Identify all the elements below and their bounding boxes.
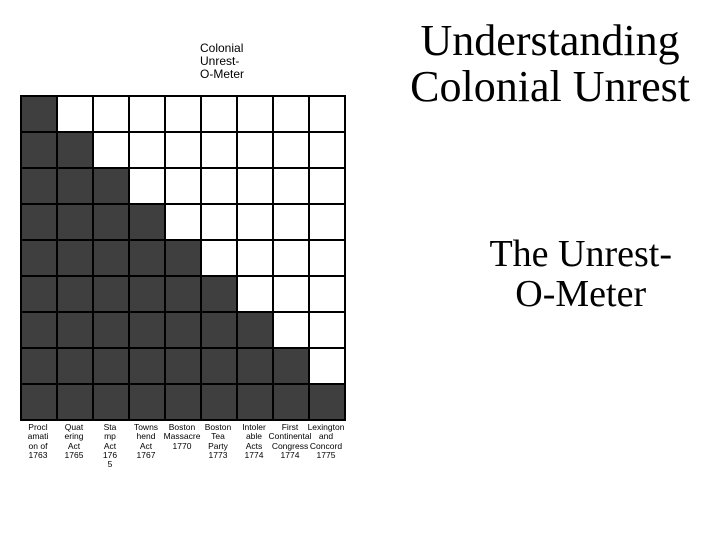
chart-cell bbox=[57, 96, 93, 132]
x-axis-label: First Continental Congress 1774 bbox=[272, 423, 308, 470]
chart-grid bbox=[20, 95, 346, 421]
chart-cell bbox=[57, 276, 93, 312]
chart-cell bbox=[165, 276, 201, 312]
chart-cell bbox=[309, 240, 345, 276]
chart-cell bbox=[21, 132, 57, 168]
chart-cell bbox=[21, 204, 57, 240]
slide-subtitle: The Unrest- O-Meter bbox=[489, 235, 672, 315]
chart-cell bbox=[237, 132, 273, 168]
chart-cell bbox=[273, 96, 309, 132]
chart-cell bbox=[129, 168, 165, 204]
chart-cell bbox=[201, 276, 237, 312]
chart-cell bbox=[21, 96, 57, 132]
chart-cell bbox=[273, 348, 309, 384]
chart-cell bbox=[21, 240, 57, 276]
chart-cell bbox=[273, 132, 309, 168]
x-axis-label: Intoler able Acts 1774 bbox=[236, 423, 272, 470]
chart-cell bbox=[57, 204, 93, 240]
chart-cell bbox=[237, 240, 273, 276]
x-axis-label: Boston Tea Party 1773 bbox=[200, 423, 236, 470]
chart-cell bbox=[93, 348, 129, 384]
chart-cell bbox=[129, 204, 165, 240]
chart-cell bbox=[21, 384, 57, 420]
chart-cell bbox=[309, 276, 345, 312]
x-axis-label: Sta mp Act 176 5 bbox=[92, 423, 128, 470]
chart-cell bbox=[309, 204, 345, 240]
x-axis-label: Boston Massacre 1770 bbox=[164, 423, 200, 470]
chart-cell bbox=[273, 276, 309, 312]
chart-cell bbox=[273, 312, 309, 348]
chart-cell bbox=[165, 168, 201, 204]
chart-cell bbox=[165, 384, 201, 420]
chart-cell bbox=[93, 312, 129, 348]
chart-cell bbox=[309, 96, 345, 132]
chart-cell bbox=[129, 132, 165, 168]
chart-cell bbox=[309, 348, 345, 384]
chart-cell bbox=[201, 96, 237, 132]
chart-cell bbox=[165, 204, 201, 240]
chart-cell bbox=[273, 204, 309, 240]
chart-cell bbox=[129, 96, 165, 132]
chart-cell bbox=[165, 348, 201, 384]
chart-cell bbox=[57, 348, 93, 384]
chart-cell bbox=[93, 132, 129, 168]
chart-cell bbox=[309, 168, 345, 204]
chart-cell bbox=[273, 240, 309, 276]
slide-title: Understanding Colonial Unrest bbox=[410, 18, 690, 110]
chart-cell bbox=[93, 204, 129, 240]
chart-cell bbox=[237, 384, 273, 420]
chart-cell bbox=[201, 348, 237, 384]
chart-cell bbox=[273, 168, 309, 204]
chart-cell bbox=[93, 96, 129, 132]
chart-cell bbox=[21, 312, 57, 348]
chart-cell bbox=[129, 384, 165, 420]
chart-cell bbox=[201, 168, 237, 204]
chart-cell bbox=[309, 312, 345, 348]
chart-cell bbox=[201, 204, 237, 240]
chart-cell bbox=[57, 384, 93, 420]
chart-cell bbox=[237, 168, 273, 204]
chart-cell bbox=[57, 132, 93, 168]
chart-cell bbox=[57, 312, 93, 348]
chart-axis-label: Colonial Unrest- O-Meter bbox=[200, 42, 244, 82]
chart-cell bbox=[201, 240, 237, 276]
chart-cell bbox=[237, 96, 273, 132]
chart-cell bbox=[93, 384, 129, 420]
chart-cell bbox=[165, 240, 201, 276]
chart-cell bbox=[273, 384, 309, 420]
chart-cell bbox=[93, 168, 129, 204]
chart-cell bbox=[57, 240, 93, 276]
chart-cell bbox=[201, 312, 237, 348]
chart-cell bbox=[21, 168, 57, 204]
chart-cell bbox=[129, 240, 165, 276]
chart-cell bbox=[309, 132, 345, 168]
chart-cell bbox=[237, 204, 273, 240]
chart-cell bbox=[165, 96, 201, 132]
chart-cell bbox=[165, 312, 201, 348]
x-axis-label: Lexington and Concord 1775 bbox=[308, 423, 344, 470]
x-axis-label: Quat ering Act 1765 bbox=[56, 423, 92, 470]
chart-cell bbox=[237, 348, 273, 384]
chart-cell bbox=[57, 168, 93, 204]
chart-cell bbox=[21, 348, 57, 384]
chart-cell bbox=[165, 132, 201, 168]
chart-cell bbox=[309, 384, 345, 420]
chart-cell bbox=[129, 276, 165, 312]
chart-cell bbox=[129, 348, 165, 384]
chart-cell bbox=[201, 132, 237, 168]
chart-cell bbox=[21, 276, 57, 312]
x-axis-label: Procl amati on of 1763 bbox=[20, 423, 56, 470]
chart-cell bbox=[93, 276, 129, 312]
chart-cell bbox=[201, 384, 237, 420]
chart-cell bbox=[237, 276, 273, 312]
x-axis-label: Towns hend Act 1767 bbox=[128, 423, 164, 470]
chart-cell bbox=[237, 312, 273, 348]
chart-cell bbox=[129, 312, 165, 348]
chart-cell bbox=[93, 240, 129, 276]
x-axis-labels: Procl amati on of 1763Quat ering Act 176… bbox=[20, 423, 344, 470]
